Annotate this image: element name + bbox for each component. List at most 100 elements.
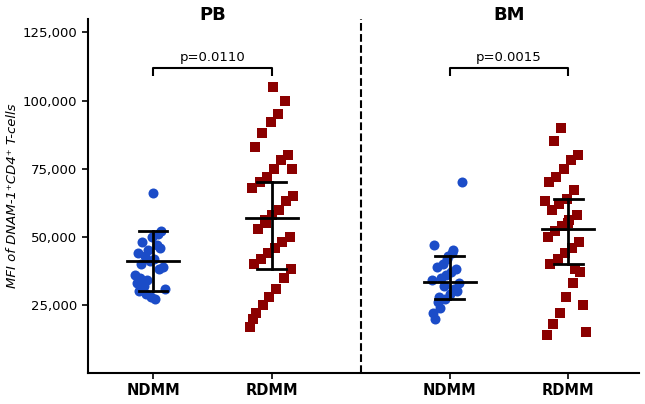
Point bbox=[269, 165, 279, 172]
Point bbox=[152, 242, 162, 248]
Point bbox=[132, 250, 143, 257]
Point bbox=[246, 185, 257, 191]
Point bbox=[440, 296, 450, 303]
Point bbox=[543, 234, 553, 240]
Point bbox=[450, 285, 460, 292]
Point bbox=[140, 252, 150, 259]
Text: PB: PB bbox=[199, 6, 226, 24]
Point bbox=[284, 234, 295, 240]
Point bbox=[143, 247, 154, 254]
Point bbox=[154, 266, 164, 273]
Point bbox=[569, 187, 579, 194]
Point bbox=[148, 190, 158, 196]
Point bbox=[427, 277, 437, 284]
Point bbox=[136, 261, 146, 267]
Text: p=0.0110: p=0.0110 bbox=[179, 51, 245, 64]
Point bbox=[132, 280, 142, 286]
Point bbox=[277, 239, 288, 246]
Point bbox=[550, 228, 561, 235]
Point bbox=[286, 266, 296, 273]
Point bbox=[439, 282, 449, 289]
Point bbox=[574, 239, 584, 246]
Point bbox=[450, 266, 461, 273]
Point bbox=[429, 242, 439, 248]
Point bbox=[442, 255, 452, 262]
Point bbox=[255, 179, 265, 185]
Point bbox=[142, 277, 152, 284]
Point bbox=[262, 174, 272, 180]
Point bbox=[272, 111, 283, 118]
Point bbox=[581, 329, 591, 335]
Point bbox=[430, 315, 441, 322]
Point bbox=[432, 263, 442, 270]
Point bbox=[457, 179, 467, 185]
Point bbox=[160, 285, 170, 292]
Point bbox=[548, 321, 558, 327]
Point bbox=[556, 124, 566, 131]
Point bbox=[250, 143, 261, 150]
Point bbox=[261, 220, 271, 226]
Point bbox=[245, 324, 255, 330]
Point bbox=[287, 165, 297, 172]
Point bbox=[567, 244, 577, 251]
Point bbox=[150, 296, 161, 303]
Point bbox=[562, 196, 572, 202]
Point bbox=[428, 310, 438, 316]
Point bbox=[573, 152, 583, 158]
Point bbox=[273, 206, 284, 213]
Point bbox=[130, 272, 141, 278]
Point bbox=[155, 244, 165, 251]
Point bbox=[264, 293, 275, 300]
Point bbox=[571, 212, 582, 218]
Point bbox=[257, 130, 268, 137]
Point bbox=[434, 293, 444, 300]
Point bbox=[280, 97, 290, 104]
Text: BM: BM bbox=[493, 6, 525, 24]
Point bbox=[147, 234, 157, 240]
Point bbox=[444, 291, 455, 297]
Point bbox=[563, 220, 573, 226]
Point bbox=[149, 255, 159, 262]
Point bbox=[268, 84, 278, 90]
Point bbox=[557, 223, 568, 229]
Point bbox=[146, 293, 156, 300]
Point bbox=[265, 119, 275, 126]
Point bbox=[447, 250, 457, 257]
Point bbox=[568, 280, 578, 286]
Point bbox=[139, 282, 149, 289]
Point bbox=[251, 310, 261, 316]
Point bbox=[446, 269, 456, 276]
Point bbox=[288, 193, 298, 199]
Point bbox=[263, 250, 273, 257]
Y-axis label: MFI of DNAM-1⁺CD4⁺ T-cells: MFI of DNAM-1⁺CD4⁺ T-cells bbox=[6, 104, 19, 288]
Point bbox=[552, 255, 562, 262]
Point bbox=[555, 310, 565, 316]
Point bbox=[542, 332, 552, 338]
Point bbox=[134, 288, 144, 295]
Point bbox=[570, 266, 580, 273]
Point bbox=[454, 280, 464, 286]
Point bbox=[141, 291, 151, 297]
Point bbox=[437, 261, 448, 267]
Point bbox=[443, 252, 453, 259]
Point bbox=[156, 228, 166, 235]
Point bbox=[433, 299, 443, 305]
Point bbox=[248, 315, 258, 322]
Point bbox=[266, 212, 277, 218]
Point bbox=[551, 174, 562, 180]
Point bbox=[259, 217, 270, 224]
Point bbox=[137, 239, 148, 246]
Point bbox=[545, 261, 555, 267]
Point bbox=[575, 269, 585, 276]
Point bbox=[566, 157, 576, 164]
Point bbox=[564, 217, 575, 224]
Point bbox=[258, 302, 268, 308]
Point bbox=[435, 304, 445, 311]
Point bbox=[441, 272, 451, 278]
Point bbox=[560, 250, 570, 257]
Point bbox=[549, 138, 559, 145]
Point bbox=[451, 288, 462, 295]
Point bbox=[144, 258, 155, 265]
Point bbox=[559, 165, 569, 172]
Point bbox=[553, 201, 564, 207]
